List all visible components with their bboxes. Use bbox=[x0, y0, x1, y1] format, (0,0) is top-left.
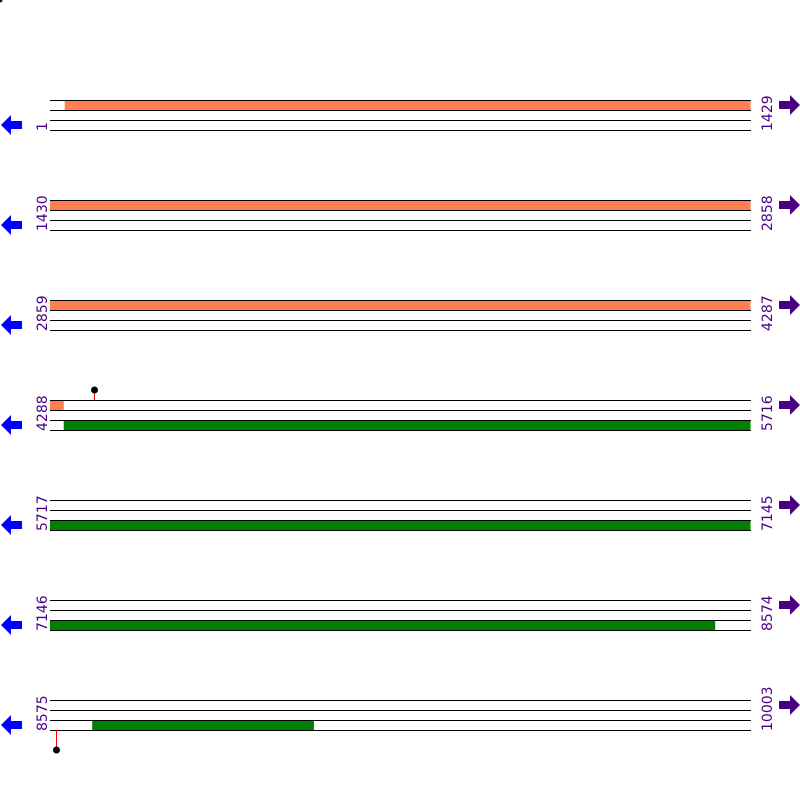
row-start-label: 4288 bbox=[35, 395, 51, 431]
feature-bar bbox=[64, 100, 751, 110]
corner-dot bbox=[0, 0, 3, 3]
arrow-left-icon[interactable] bbox=[1, 415, 22, 435]
feature-bar bbox=[50, 300, 751, 310]
row-start-label: 1 bbox=[35, 122, 51, 131]
arrow-right-icon[interactable] bbox=[779, 95, 800, 115]
row-start-label: 7146 bbox=[35, 595, 51, 631]
row-start-label: 8575 bbox=[35, 695, 51, 731]
row-end-label: 1429 bbox=[760, 95, 776, 131]
arrow-right-icon[interactable] bbox=[779, 395, 800, 415]
arrow-left-icon[interactable] bbox=[1, 215, 22, 235]
row-end-label: 2858 bbox=[760, 195, 776, 231]
row-start-label: 5717 bbox=[35, 495, 51, 531]
marker-dot bbox=[91, 386, 98, 394]
row-end-label: 5716 bbox=[760, 395, 776, 431]
arrow-right-icon[interactable] bbox=[779, 595, 800, 615]
arrow-right-icon[interactable] bbox=[779, 295, 800, 315]
arrow-right-icon[interactable] bbox=[779, 695, 800, 715]
row-end-label: 4287 bbox=[760, 295, 776, 331]
row-end-label: 8574 bbox=[760, 595, 776, 631]
arrow-left-icon[interactable] bbox=[1, 315, 22, 335]
arrow-left-icon[interactable] bbox=[1, 615, 22, 635]
feature-bar bbox=[92, 720, 314, 730]
feature-bar bbox=[50, 520, 751, 530]
arrow-left-icon[interactable] bbox=[1, 715, 22, 735]
feature-bar bbox=[63, 420, 751, 430]
arrow-right-icon[interactable] bbox=[779, 495, 800, 515]
row-start-label: 1430 bbox=[35, 195, 51, 231]
feature-bar bbox=[50, 200, 751, 210]
row-end-label: 7145 bbox=[760, 495, 776, 531]
arrow-left-icon[interactable] bbox=[1, 515, 22, 535]
row-start-label: 2859 bbox=[35, 295, 51, 331]
feature-bar bbox=[50, 400, 64, 410]
feature-bar bbox=[50, 620, 716, 630]
marker-dot bbox=[53, 746, 60, 754]
arrow-left-icon[interactable] bbox=[1, 115, 22, 135]
row-end-label: 10003 bbox=[760, 686, 776, 731]
arrow-right-icon[interactable] bbox=[779, 195, 800, 215]
